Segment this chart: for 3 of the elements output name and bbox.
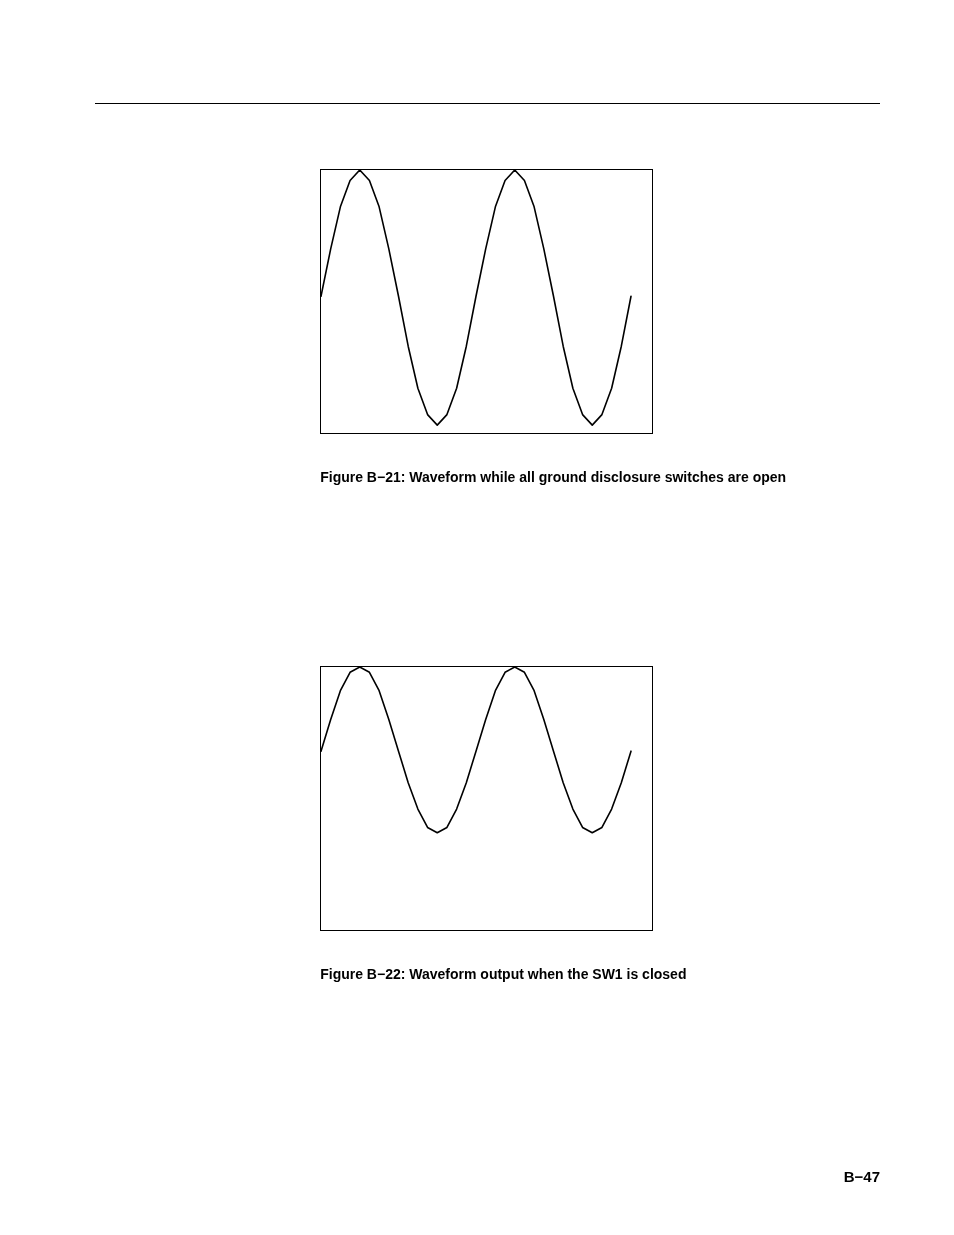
text: Figure B−22: Waveform output when the SW1 is closed [320,966,687,982]
text: Figure B−21: Waveform while all ground disclosure switches are open [320,469,787,485]
text: B−47 [843,1168,880,1185]
